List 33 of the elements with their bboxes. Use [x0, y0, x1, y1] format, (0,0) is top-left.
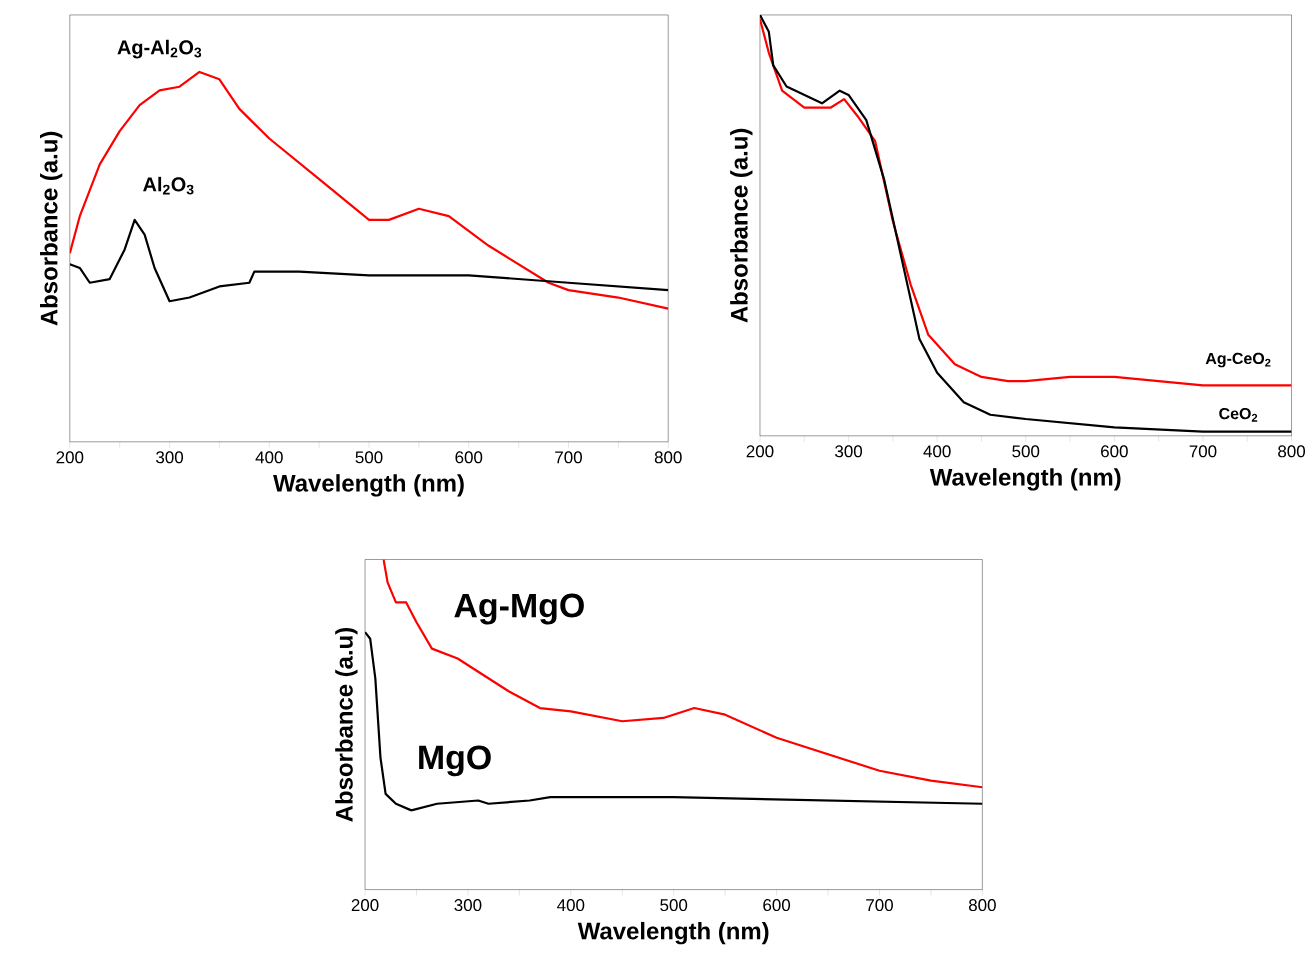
x-tick-label: 200	[351, 898, 379, 911]
x-tick-label: 800	[654, 451, 682, 464]
y-axis-title: Absorbance (a.u)	[40, 131, 63, 326]
x-tick-label: 300	[156, 451, 184, 464]
series-label: Al$_{2}$O$_{3}$	[143, 176, 194, 195]
x-tick-label: 700	[866, 898, 893, 911]
series-label: Ag-CeO$_{2}$	[1205, 352, 1271, 368]
y-axis-title: Absorbance (a.u)	[335, 627, 358, 822]
x-tick-label: 500	[660, 898, 688, 911]
x-tick-label: 400	[923, 445, 951, 458]
x-tick-label: 300	[835, 445, 863, 458]
x-tick-label: 600	[763, 898, 791, 911]
x-tick-label: 600	[455, 451, 483, 464]
x-tick-label: 600	[1101, 445, 1128, 458]
x-axis-title: Wavelength (nm)	[929, 467, 1121, 491]
series-label: Ag-Al$_{2}$O$_{3}$	[117, 39, 202, 59]
series-label: MgO	[419, 745, 491, 777]
x-axis-title: Wavelength (nm)	[577, 921, 769, 945]
series-label: Ag-MgO	[454, 593, 584, 625]
x-tick-label: 300	[454, 898, 482, 911]
x-axis-title: Wavelength (nm)	[273, 473, 464, 497]
x-tick-label: 500	[1012, 445, 1040, 458]
x-tick-label: 200	[746, 445, 774, 458]
series-label: CeO$_{2}$	[1219, 407, 1258, 422]
x-tick-label: 700	[555, 451, 582, 464]
y-axis-title: Absorbance (a.u)	[730, 128, 753, 323]
x-tick-label: 700	[1189, 445, 1217, 458]
x-tick-label: 400	[255, 451, 283, 464]
x-tick-label: 500	[355, 451, 383, 464]
x-tick-label: 200	[56, 451, 84, 464]
x-tick-label: 800	[1278, 445, 1306, 458]
x-tick-label: 800	[968, 898, 996, 911]
x-tick-label: 400	[557, 898, 585, 911]
